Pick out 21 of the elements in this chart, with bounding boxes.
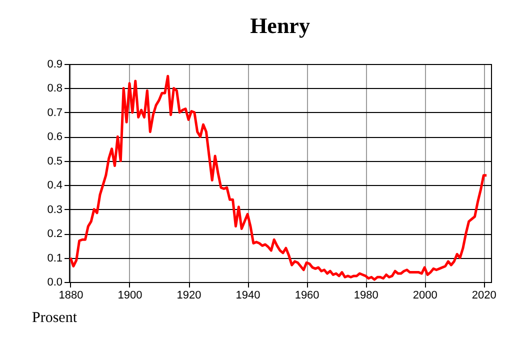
text: Prosent [32, 310, 77, 327]
y-tick-label: 0.0 [47, 276, 62, 288]
y-tick-label: 0.2 [47, 228, 62, 240]
x-tick-label: 1960 [294, 290, 320, 302]
y-tick-label: 0.6 [47, 131, 62, 144]
y-tick-label: 0.4 [47, 180, 62, 192]
y-tick-label: 0.7 [47, 106, 62, 119]
y-tick-label: 0.9 [47, 58, 62, 70]
y-tick-label: 0.3 [47, 204, 62, 216]
x-tick-label: 1980 [354, 290, 378, 302]
y-tick-label: 0.5 [47, 155, 62, 168]
x-tick-label: 1900 [118, 290, 142, 302]
y-tick-label: 0.8 [47, 82, 62, 95]
y-tick-label: 0.1 [47, 252, 62, 264]
x-tick-label: 1940 [236, 290, 260, 302]
x-tick-label: 1880 [58, 290, 84, 302]
x-tick-label: 1920 [176, 290, 202, 302]
x-tick-label: 2020 [472, 290, 496, 302]
chart-title: Henry [250, 13, 310, 38]
x-tick-label: 2000 [412, 290, 438, 302]
line-series [69, 74, 488, 281]
